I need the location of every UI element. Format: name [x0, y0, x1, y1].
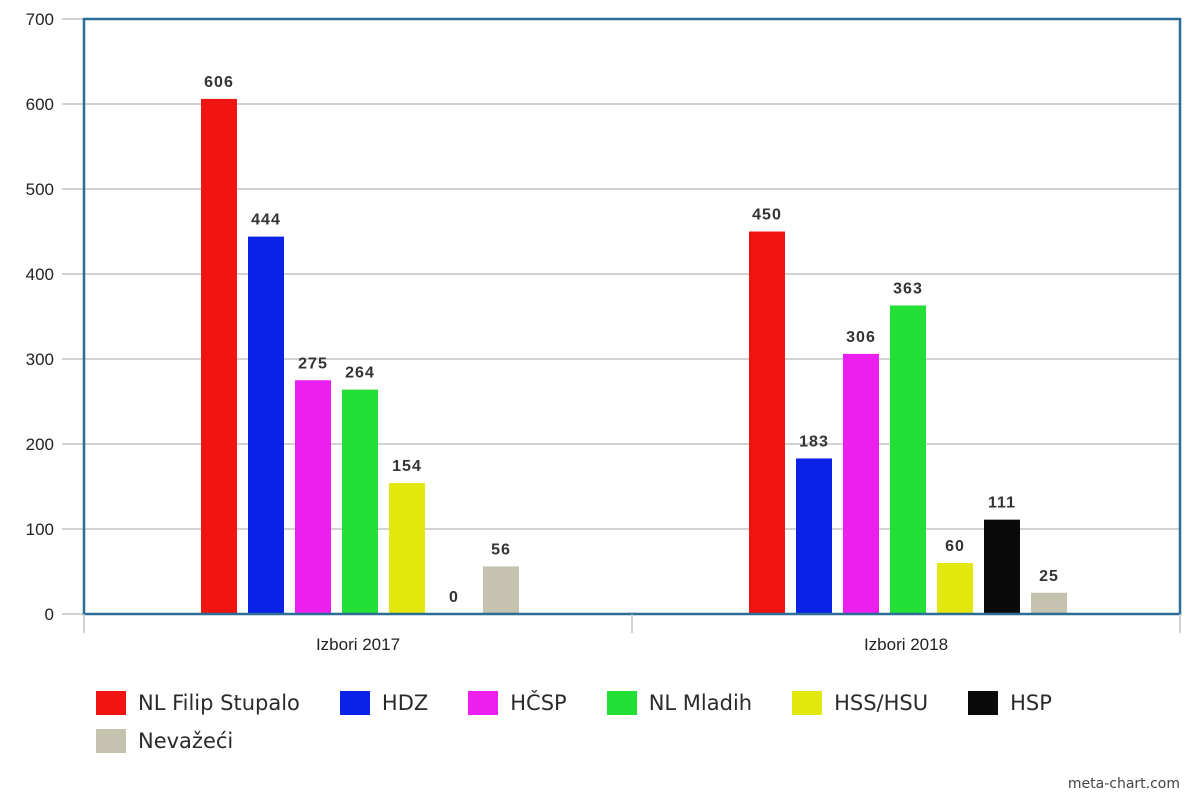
data-label: 154	[392, 458, 422, 475]
data-label: 306	[846, 329, 876, 346]
data-labels: 606 444 275 264 154 0 56 450 183 306 363 60 111 25	[204, 74, 1059, 606]
bar	[796, 458, 832, 614]
legend-label: Nevažeći	[138, 729, 234, 753]
data-label: 0	[449, 589, 459, 606]
legend-swatch	[468, 691, 499, 715]
bar	[295, 380, 331, 614]
legend-label: HSP	[1010, 691, 1052, 715]
x-tick-label: Izbori 2017	[316, 635, 400, 654]
bar	[890, 305, 926, 614]
x-axis: Izbori 2017 Izbori 2018	[83, 614, 1181, 654]
bar-chart: 0 100 200 300 400 500 600 700 606 444 275 264 154 0 5…	[26, 10, 1182, 654]
bar	[389, 483, 425, 614]
bar	[937, 563, 973, 614]
data-label: 363	[893, 280, 923, 297]
data-label: 111	[988, 495, 1016, 512]
data-label: 264	[345, 365, 375, 382]
legend-item: Nevažeći	[96, 726, 233, 756]
legend-item: NL Mladih	[606, 688, 753, 718]
data-label: 183	[799, 433, 829, 450]
bar	[749, 231, 785, 614]
bar	[984, 519, 1020, 614]
legend-item: HSS/HSU	[792, 688, 928, 718]
legend-label: HSS/HSU	[834, 691, 929, 715]
y-tick-label: 700	[26, 10, 54, 29]
bar	[201, 98, 237, 614]
legend-label: NL Mladih	[648, 691, 753, 715]
y-tick-label: 200	[26, 435, 54, 454]
legend-item: HČSP	[468, 688, 567, 718]
legend-swatch	[96, 729, 126, 753]
y-tick-label: 500	[26, 180, 54, 199]
legend-label: NL Filip Stupalo	[138, 691, 300, 715]
data-label: 444	[251, 212, 281, 229]
y-tick-label: 100	[26, 520, 54, 539]
legend-label: HČSP	[510, 691, 567, 715]
legend-swatch	[792, 691, 823, 715]
legend-label: HDZ	[381, 691, 429, 715]
bar	[248, 236, 284, 614]
y-tick-label: 400	[26, 265, 54, 284]
data-label: 450	[752, 207, 782, 224]
data-label: 25	[1039, 568, 1059, 585]
bar	[843, 353, 879, 614]
legend-swatch	[606, 691, 637, 715]
x-tick-label: Izbori 2018	[864, 635, 948, 654]
bars	[201, 98, 1067, 614]
bar	[342, 389, 378, 614]
data-label: 60	[945, 538, 965, 555]
y-tick-label: 300	[26, 350, 54, 369]
data-label: 606	[204, 74, 234, 91]
y-axis-ticks: 0 100 200 300 400 500 600 700	[26, 10, 54, 624]
y-tick-label: 0	[45, 605, 54, 624]
legend-item: HDZ	[339, 688, 429, 718]
bar	[483, 566, 519, 614]
legend-swatch	[968, 691, 999, 715]
data-label: 275	[298, 355, 328, 372]
credit-text: meta-chart.com	[1067, 776, 1180, 792]
legend-item: NL Filip Stupalo	[96, 688, 300, 718]
bar	[1031, 592, 1067, 614]
legend: NL Filip Stupalo HDZ HČSP NL Mladih HSS/HSU H…	[96, 688, 1156, 756]
data-label: 56	[491, 541, 511, 558]
y-tick-label: 600	[26, 95, 54, 114]
legend-swatch	[96, 691, 126, 715]
legend-item: HSP	[968, 688, 1052, 718]
legend-swatch	[339, 691, 370, 715]
